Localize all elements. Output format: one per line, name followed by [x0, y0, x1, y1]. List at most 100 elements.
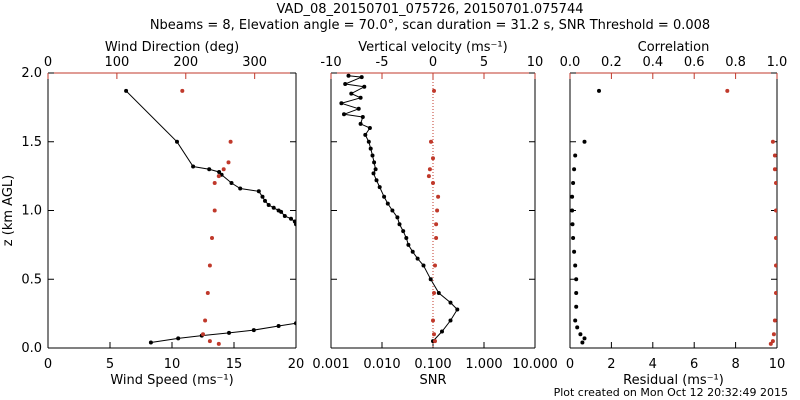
y-tick-label: 1.5	[21, 135, 42, 150]
y-tick-label: 1.0	[21, 204, 42, 219]
data-point	[370, 153, 375, 158]
plot-title-line1: VAD_08_20150701_075726, 20150701.075744	[277, 2, 584, 17]
data-point	[574, 291, 579, 295]
data-point	[180, 88, 185, 93]
x-axis-label: Residual (ms⁻¹)	[623, 373, 724, 388]
panel-3: 0 2 4 6 8 10 Residual (ms⁻¹) 0.0 0.2 0.4 0.6 0.8 1.0…	[560, 40, 788, 388]
top-tick-label: 0	[429, 55, 437, 70]
data-point	[570, 222, 575, 227]
data-point	[207, 167, 212, 172]
data-point	[148, 340, 153, 345]
top-tick-label: 0.8	[725, 55, 746, 70]
data-point	[175, 139, 179, 144]
data-point	[575, 325, 580, 330]
data-point	[440, 329, 444, 334]
data-point	[570, 208, 575, 213]
data-point	[207, 263, 212, 268]
series-line	[150, 322, 296, 343]
data-point	[428, 277, 433, 282]
data-point	[371, 171, 376, 176]
data-point	[221, 167, 226, 172]
data-point	[432, 88, 436, 93]
y-tick-label: 2.0	[21, 66, 42, 81]
data-point	[448, 318, 453, 323]
data-point	[435, 208, 440, 213]
plot-created-note: Plot created on Mon Oct 12 20:32:49 2015	[554, 386, 788, 399]
data-point	[212, 208, 217, 213]
x-tick-label: 15	[226, 357, 243, 372]
panel-1: 0.0 0.5 1.0 1.5 2.0 z (km AGL) 0 5 10 15 20 Wind Sp…	[1, 40, 304, 388]
top-tick-label: 100	[104, 55, 129, 70]
data-point	[377, 185, 382, 190]
series-line	[339, 75, 458, 342]
top-tick-label: 300	[242, 55, 267, 70]
x-tick-label: 10.000	[512, 357, 558, 372]
plot-area	[339, 73, 460, 344]
data-point	[279, 209, 284, 214]
plot-area	[570, 88, 777, 346]
data-point	[429, 139, 433, 144]
x-tick-label: 1.000	[465, 357, 502, 372]
top-tick-label: 1.0	[767, 55, 788, 70]
top-axis-label: Vertical velocity (ms⁻¹)	[358, 40, 507, 55]
data-point	[448, 300, 453, 305]
data-point	[582, 336, 587, 341]
x-tick-label: 0	[566, 357, 574, 372]
data-point	[374, 178, 379, 183]
x-tick-label: 6	[690, 357, 698, 372]
data-point	[216, 341, 221, 346]
data-point	[358, 121, 363, 126]
top-tick-label: 0.4	[642, 55, 663, 70]
data-point	[774, 291, 777, 295]
data-point	[294, 222, 296, 227]
x-tick-label: 0	[44, 357, 52, 372]
data-point	[260, 194, 265, 199]
plot-area	[124, 88, 296, 346]
data-point	[397, 222, 402, 227]
data-point	[725, 88, 730, 93]
data-point	[774, 263, 777, 268]
panel-2: 0.001 0.010 0.100 1.000 10.000 SNR -10 -5 0 5 10 Ve…	[312, 40, 557, 388]
data-point	[207, 339, 212, 344]
data-point	[572, 167, 577, 172]
data-point	[455, 307, 460, 312]
data-point	[356, 106, 361, 111]
data-point	[426, 174, 431, 179]
data-point	[395, 215, 400, 220]
data-point	[382, 194, 387, 199]
x-tick-label: 4	[649, 357, 657, 372]
data-point	[427, 167, 432, 172]
data-point	[582, 139, 587, 144]
data-point	[571, 181, 576, 185]
data-point	[436, 194, 441, 199]
data-point	[571, 236, 576, 240]
data-point	[342, 112, 346, 117]
data-point	[216, 174, 221, 179]
data-point	[276, 324, 281, 328]
data-point	[404, 236, 409, 240]
data-point	[358, 95, 363, 100]
data-point	[349, 91, 354, 96]
data-point	[770, 339, 775, 344]
data-point	[433, 263, 437, 268]
data-point	[768, 341, 773, 346]
data-point	[406, 242, 411, 247]
data-point	[124, 88, 129, 93]
data-point	[343, 82, 348, 86]
data-point	[573, 153, 578, 158]
data-point	[434, 236, 439, 240]
data-point	[772, 167, 777, 172]
data-point	[573, 318, 578, 323]
data-point	[574, 277, 579, 282]
x-tick-label: 10	[164, 357, 181, 372]
data-point	[251, 328, 256, 333]
top-tick-label: -10	[320, 55, 341, 70]
y-tick-label: 0.5	[21, 272, 42, 287]
top-axis-label: Correlation	[638, 40, 710, 55]
x-tick-label: 5	[106, 357, 114, 372]
y-tick-label: 0.0	[21, 341, 42, 356]
x-tick-label: 8	[731, 357, 739, 372]
data-point	[238, 186, 243, 191]
data-point	[774, 208, 777, 213]
